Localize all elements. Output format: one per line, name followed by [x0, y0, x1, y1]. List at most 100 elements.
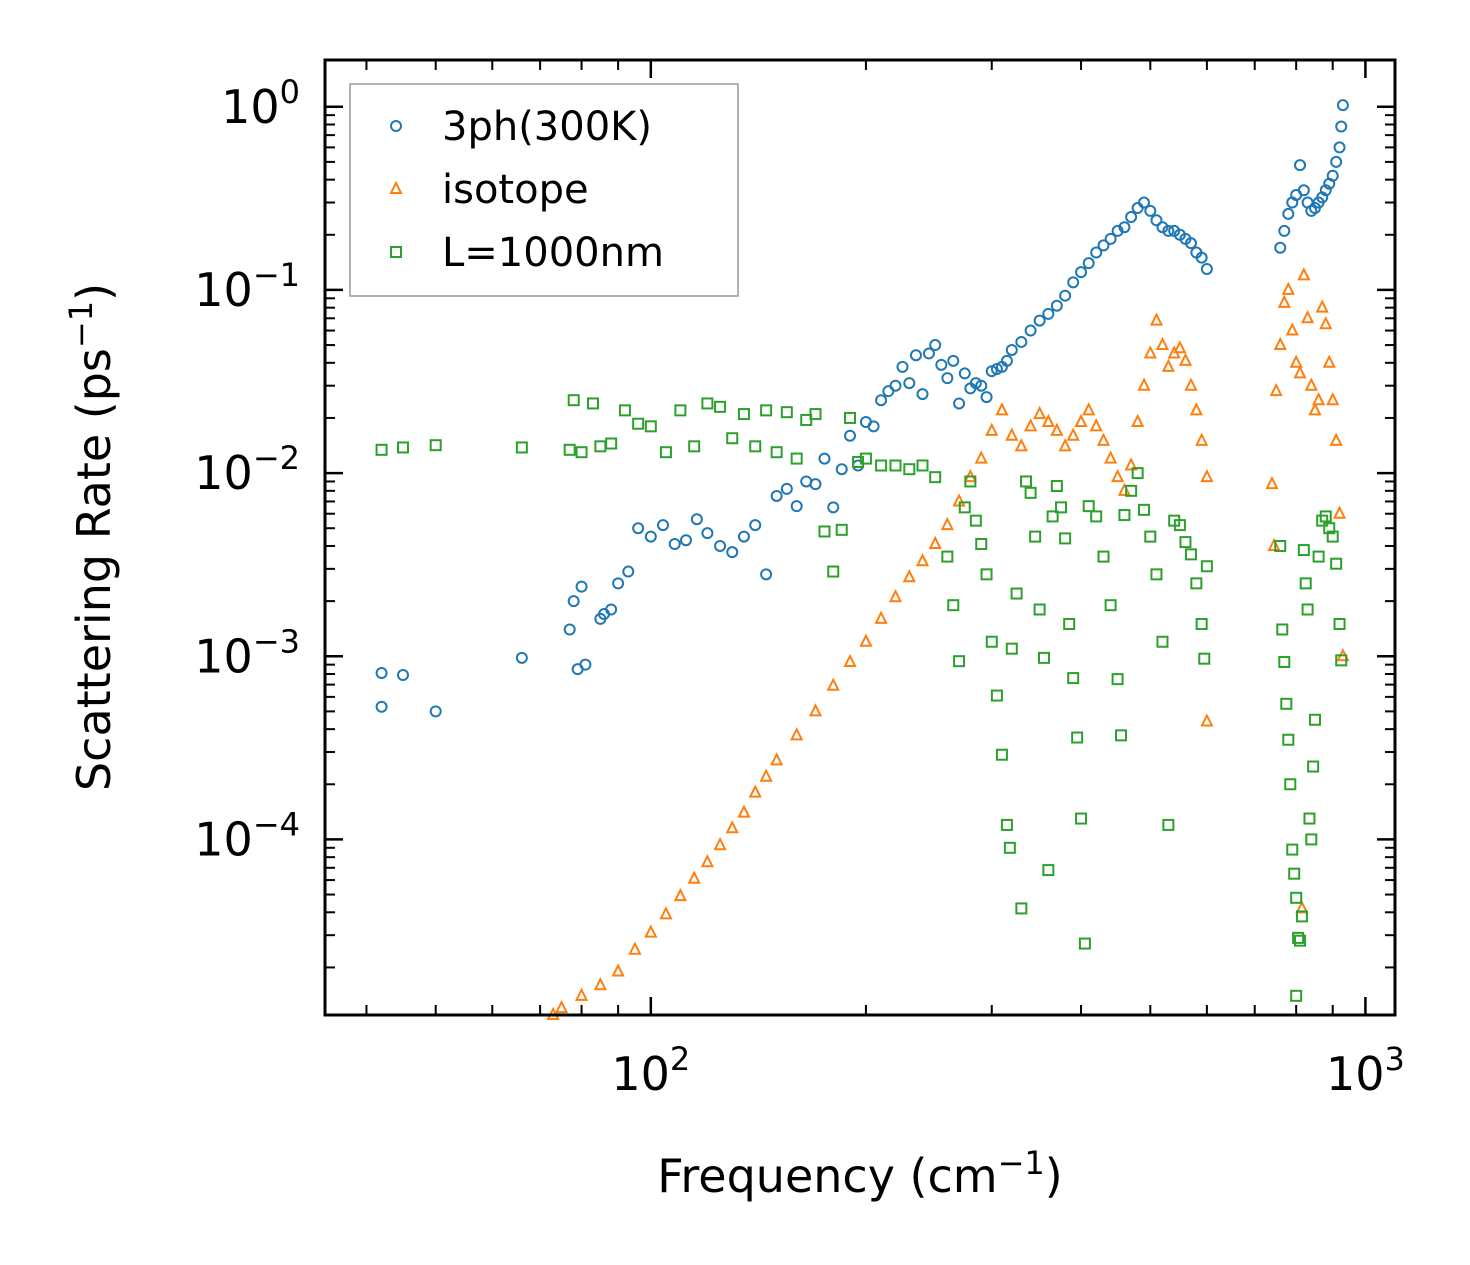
- data-point: [1184, 237, 1197, 250]
- data-point: [867, 420, 880, 433]
- data-point: [1015, 902, 1028, 915]
- data-point: [889, 459, 902, 472]
- data-point: [1289, 354, 1303, 368]
- data-point: [749, 519, 762, 532]
- data-point: [726, 432, 739, 445]
- data-point: [726, 546, 739, 559]
- data-point: [1330, 155, 1343, 168]
- data-point: [1326, 169, 1339, 182]
- data-point: [844, 411, 857, 424]
- data-point: [1308, 402, 1322, 416]
- data-point: [1024, 486, 1037, 499]
- data-point: [737, 408, 750, 421]
- data-point: [896, 360, 909, 373]
- data-point: [1290, 891, 1303, 904]
- data-point: [1308, 713, 1321, 726]
- data-point: [1305, 833, 1318, 846]
- x-axis-title-sup: −1: [998, 1144, 1045, 1182]
- data-point: [1131, 202, 1144, 215]
- data-point: [1089, 418, 1103, 432]
- data-point: [770, 446, 783, 459]
- data-point: [953, 397, 966, 410]
- data-point: [818, 452, 831, 465]
- data-point: [995, 748, 1008, 761]
- data-point: [929, 339, 942, 352]
- data-point: [1010, 587, 1023, 600]
- data-point: [1125, 484, 1138, 497]
- data-point: [1050, 480, 1063, 493]
- data-point: [1124, 457, 1138, 471]
- data-point: [1195, 617, 1208, 630]
- data-point: [1179, 536, 1192, 549]
- data-point: [656, 519, 669, 532]
- data-point: [1326, 530, 1339, 543]
- data-point: [875, 459, 888, 472]
- data-point: [673, 887, 688, 902]
- data-point: [1003, 841, 1016, 854]
- data-point: [1326, 391, 1340, 406]
- data-point: [1336, 99, 1349, 112]
- data-point: [928, 535, 942, 550]
- data-point: [1322, 354, 1336, 368]
- series-square: [375, 394, 1348, 1002]
- data-point: [375, 443, 388, 456]
- data-point: [618, 404, 631, 417]
- data-point: [1082, 402, 1096, 416]
- data-point: [1198, 652, 1211, 665]
- data-point: [1075, 812, 1088, 825]
- data-point: [843, 653, 857, 668]
- data-point: [1023, 418, 1038, 432]
- data-point: [1269, 382, 1283, 397]
- data-point: [701, 527, 714, 540]
- data-point: [859, 452, 872, 465]
- y-tick-base: 10: [194, 812, 253, 866]
- data-point: [622, 565, 635, 578]
- data-point: [888, 588, 903, 603]
- data-point: [644, 420, 657, 433]
- data-point: [1276, 623, 1289, 636]
- data-point: [874, 610, 888, 624]
- y-axis-title-sup: −1: [62, 301, 100, 348]
- legend-box: [349, 83, 739, 297]
- data-point: [1150, 214, 1163, 227]
- data-point: [674, 404, 687, 417]
- data-point: [1138, 196, 1151, 209]
- data-point: [964, 475, 977, 488]
- data-point: [975, 379, 988, 392]
- data-point: [1319, 315, 1333, 330]
- x-tick-base: 10: [1326, 1047, 1385, 1101]
- data-point: [995, 402, 1009, 416]
- data-point: [1071, 731, 1084, 744]
- data-point: [790, 452, 803, 465]
- data-point: [1303, 812, 1316, 825]
- data-point: [1307, 760, 1320, 773]
- data-point: [1024, 324, 1037, 337]
- data-point: [396, 441, 409, 454]
- data-point: [1294, 159, 1307, 172]
- data-point: [1162, 224, 1175, 237]
- series-circle: [375, 99, 1349, 718]
- data-point: [1274, 539, 1287, 552]
- data-point: [1131, 413, 1145, 428]
- data-point: [916, 459, 929, 472]
- data-point: [826, 677, 840, 691]
- data-point: [859, 633, 873, 647]
- data-point: [780, 482, 793, 495]
- data-point: [1005, 427, 1019, 441]
- data-point: [1059, 532, 1072, 545]
- data-point: [554, 999, 569, 1014]
- data-point: [1020, 475, 1033, 488]
- data-point: [567, 394, 580, 407]
- data-point: [940, 516, 954, 531]
- data-point: [1111, 224, 1124, 237]
- data-point: [1104, 599, 1117, 612]
- data-point: [1184, 377, 1198, 391]
- data-point: [679, 534, 692, 547]
- data-point: [1058, 438, 1072, 452]
- y-axis-title: Scattering Rate (ps−1): [62, 283, 121, 791]
- data-point: [1090, 510, 1103, 523]
- data-point: [980, 568, 993, 581]
- y-tick-exp: 0: [280, 73, 300, 111]
- data-point: [1143, 345, 1157, 359]
